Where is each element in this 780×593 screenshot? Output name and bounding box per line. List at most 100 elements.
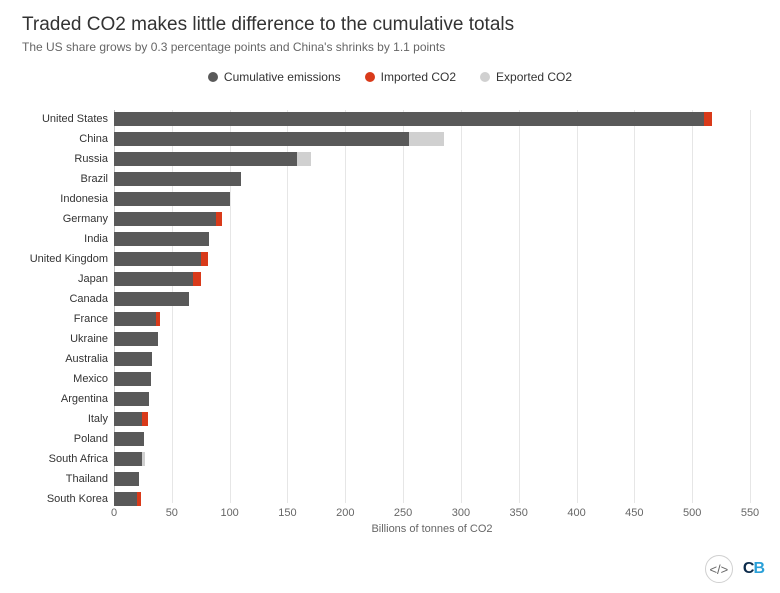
bar-imported (193, 272, 201, 286)
bar-cumulative (114, 412, 142, 426)
country-label: Australia (22, 350, 108, 368)
bar-imported (704, 112, 712, 126)
bar-cumulative (114, 292, 189, 306)
country-label: South Korea (22, 490, 108, 508)
legend-label: Imported CO2 (381, 70, 456, 84)
bar-row: Indonesia (114, 190, 750, 208)
x-tick-label: 100 (220, 507, 238, 519)
logo-letter-b: B (753, 560, 764, 577)
x-tick-label: 350 (510, 507, 528, 519)
x-tick-label: 250 (394, 507, 412, 519)
bar-cumulative (114, 332, 158, 346)
country-label: Ukraine (22, 330, 108, 348)
bar-cumulative (114, 252, 201, 266)
bar-cumulative (114, 112, 704, 126)
x-axis-title: Billions of tonnes of CO2 (114, 523, 750, 535)
country-label: Mexico (22, 370, 108, 388)
x-tick-label: 550 (741, 507, 759, 519)
country-label: South Africa (22, 450, 108, 468)
x-tick-label: 300 (452, 507, 470, 519)
bar-exported (142, 452, 145, 466)
bar-row: South Africa (114, 450, 750, 468)
country-label: Thailand (22, 470, 108, 488)
code-icon: </> (709, 562, 728, 577)
country-label: Germany (22, 210, 108, 228)
bar-row: Thailand (114, 470, 750, 488)
x-tick-label: 450 (625, 507, 643, 519)
country-label: Italy (22, 410, 108, 428)
country-label: France (22, 310, 108, 328)
bar-row: Mexico (114, 370, 750, 388)
bar-cumulative (114, 132, 409, 146)
x-tick-label: 200 (336, 507, 354, 519)
bar-row: Italy (114, 410, 750, 428)
bar-exported (409, 132, 444, 146)
bar-imported (156, 312, 161, 326)
bar-cumulative (114, 212, 216, 226)
country-label: Brazil (22, 170, 108, 188)
bar-row: Germany (114, 210, 750, 228)
x-tick-label: 150 (278, 507, 296, 519)
bar-imported (201, 252, 208, 266)
legend-swatch (208, 72, 218, 82)
legend: Cumulative emissions Imported CO2 Exported… (0, 70, 780, 84)
country-label: United States (22, 110, 108, 128)
country-label: India (22, 230, 108, 248)
bar-row: China (114, 130, 750, 148)
bar-row: United Kingdom (114, 250, 750, 268)
country-label: Canada (22, 290, 108, 308)
bar-cumulative (114, 312, 156, 326)
bar-cumulative (114, 152, 297, 166)
legend-item: Exported CO2 (480, 70, 572, 84)
legend-swatch (480, 72, 490, 82)
country-label: Japan (22, 270, 108, 288)
x-tick-label: 0 (111, 507, 117, 519)
gridline (750, 110, 751, 503)
bar-exported (297, 152, 311, 166)
bar-cumulative (114, 372, 151, 386)
embed-button[interactable]: </> (705, 555, 733, 583)
country-label: Russia (22, 150, 108, 168)
footer: </> CB (705, 555, 764, 583)
bar-row: France (114, 310, 750, 328)
bar-cumulative (114, 192, 230, 206)
legend-label: Exported CO2 (496, 70, 572, 84)
bar-row: Ukraine (114, 330, 750, 348)
x-tick-label: 400 (567, 507, 585, 519)
bar-row: United States (114, 110, 750, 128)
bar-row: Canada (114, 290, 750, 308)
bar-imported (216, 212, 222, 226)
logo-letter-c: C (743, 560, 754, 577)
country-label: Indonesia (22, 190, 108, 208)
bar-cumulative (114, 472, 139, 486)
chart-subtitle: The US share grows by 0.3 percentage poi… (0, 40, 780, 54)
bar-imported (142, 412, 148, 426)
bar-cumulative (114, 352, 152, 366)
legend-item: Imported CO2 (365, 70, 456, 84)
bar-row: Brazil (114, 170, 750, 188)
legend-swatch (365, 72, 375, 82)
bar-cumulative (114, 232, 209, 246)
bar-cumulative (114, 392, 149, 406)
legend-label: Cumulative emissions (224, 70, 341, 84)
x-tick-label: 500 (683, 507, 701, 519)
chart-title: Traded CO2 makes little difference to th… (0, 0, 780, 40)
country-label: China (22, 130, 108, 148)
chart-area: United States China Russia Brazil Indonesia G… (22, 110, 758, 533)
country-label: Argentina (22, 390, 108, 408)
bar-row: Russia (114, 150, 750, 168)
bar-row: Argentina (114, 390, 750, 408)
bar-row: India (114, 230, 750, 248)
country-label: Poland (22, 430, 108, 448)
bar-cumulative (114, 452, 142, 466)
x-tick-label: 50 (166, 507, 178, 519)
bar-row: Poland (114, 430, 750, 448)
carbonbrief-logo[interactable]: CB (743, 560, 764, 578)
bar-row: Japan (114, 270, 750, 288)
legend-item: Cumulative emissions (208, 70, 341, 84)
bar-row: Australia (114, 350, 750, 368)
country-label: United Kingdom (22, 250, 108, 268)
bar-cumulative (114, 432, 144, 446)
bar-cumulative (114, 272, 193, 286)
x-axis: Billions of tonnes of CO2 0 50 100 150 200 25… (114, 503, 750, 533)
